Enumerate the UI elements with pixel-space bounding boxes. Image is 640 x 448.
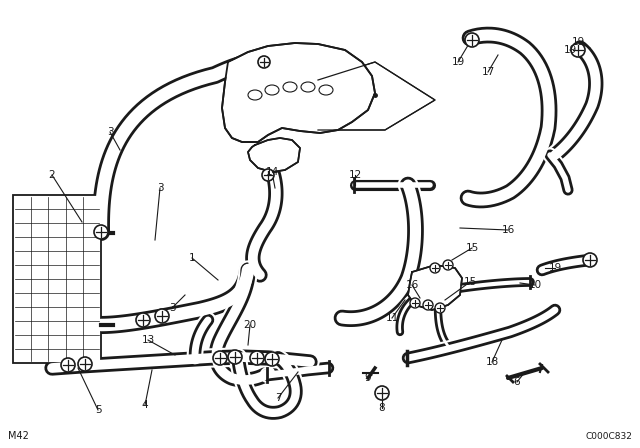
Bar <box>13 195 101 363</box>
Circle shape <box>213 351 227 365</box>
Polygon shape <box>248 138 300 172</box>
Text: 5: 5 <box>95 405 101 415</box>
Text: C000C832: C000C832 <box>585 432 632 441</box>
Text: 19: 19 <box>572 37 584 47</box>
Circle shape <box>258 56 270 68</box>
Circle shape <box>136 313 150 327</box>
Circle shape <box>265 352 279 366</box>
Text: 12: 12 <box>348 170 362 180</box>
Text: 3: 3 <box>107 127 113 137</box>
Text: 19: 19 <box>548 263 562 273</box>
Text: 15: 15 <box>465 243 479 253</box>
Circle shape <box>410 298 420 308</box>
Text: 8: 8 <box>379 403 385 413</box>
Text: 20: 20 <box>243 320 257 330</box>
Circle shape <box>155 309 169 323</box>
Text: 4: 4 <box>141 400 148 410</box>
Circle shape <box>262 169 274 181</box>
Circle shape <box>78 357 92 371</box>
Text: 9: 9 <box>365 373 371 383</box>
Text: 3: 3 <box>169 303 175 313</box>
Text: 17: 17 <box>481 67 495 77</box>
Text: 16: 16 <box>405 280 419 290</box>
Text: 15: 15 <box>463 277 477 287</box>
Circle shape <box>375 386 389 400</box>
Text: 7: 7 <box>275 393 282 403</box>
Circle shape <box>228 350 242 364</box>
Text: 19: 19 <box>451 57 465 67</box>
Text: 19: 19 <box>563 45 577 55</box>
Text: 13: 13 <box>141 335 155 345</box>
Text: 18: 18 <box>485 357 499 367</box>
Text: 2: 2 <box>49 170 55 180</box>
Circle shape <box>571 43 585 57</box>
Circle shape <box>61 358 75 372</box>
Circle shape <box>423 300 433 310</box>
Text: 14: 14 <box>266 167 278 177</box>
Polygon shape <box>408 265 462 310</box>
Circle shape <box>443 260 453 270</box>
Polygon shape <box>222 43 375 142</box>
Polygon shape <box>318 62 435 130</box>
Text: 10: 10 <box>529 280 541 290</box>
Text: 3: 3 <box>157 183 163 193</box>
Circle shape <box>583 253 597 267</box>
Circle shape <box>250 351 264 365</box>
Circle shape <box>435 303 445 313</box>
Text: 11: 11 <box>385 313 399 323</box>
Text: 6: 6 <box>514 377 520 387</box>
Circle shape <box>465 33 479 47</box>
Text: 1: 1 <box>189 253 195 263</box>
Text: M42: M42 <box>8 431 29 441</box>
Circle shape <box>94 225 108 239</box>
Text: 16: 16 <box>501 225 515 235</box>
Circle shape <box>430 263 440 273</box>
